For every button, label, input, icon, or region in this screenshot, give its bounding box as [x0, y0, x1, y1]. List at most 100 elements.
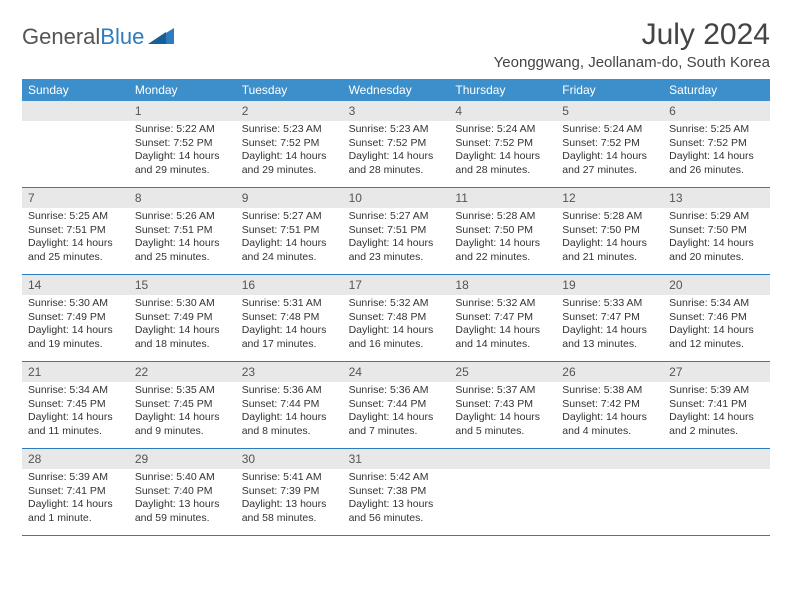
day-body: Sunrise: 5:26 AMSunset: 7:51 PMDaylight:… — [129, 208, 236, 269]
day-body: Sunrise: 5:32 AMSunset: 7:47 PMDaylight:… — [449, 295, 556, 356]
day-body: Sunrise: 5:28 AMSunset: 7:50 PMDaylight:… — [449, 208, 556, 269]
sunrise-text: Sunrise: 5:37 AM — [455, 384, 550, 398]
day-body: Sunrise: 5:23 AMSunset: 7:52 PMDaylight:… — [343, 121, 450, 182]
day-cell: 7Sunrise: 5:25 AMSunset: 7:51 PMDaylight… — [22, 188, 129, 274]
day-cell: 3Sunrise: 5:23 AMSunset: 7:52 PMDaylight… — [343, 101, 450, 187]
dow-sunday: Sunday — [22, 79, 129, 101]
sunrise-text: Sunrise: 5:39 AM — [669, 384, 764, 398]
sunset-text: Sunset: 7:51 PM — [349, 224, 444, 238]
day-cell: 24Sunrise: 5:36 AMSunset: 7:44 PMDayligh… — [343, 362, 450, 448]
day-number: 14 — [22, 275, 129, 295]
dow-friday: Friday — [556, 79, 663, 101]
sunset-text: Sunset: 7:39 PM — [242, 485, 337, 499]
sunset-text: Sunset: 7:45 PM — [28, 398, 123, 412]
daylight-text: Daylight: 14 hours and 17 minutes. — [242, 324, 337, 351]
day-number: 24 — [343, 362, 450, 382]
day-cell: 4Sunrise: 5:24 AMSunset: 7:52 PMDaylight… — [449, 101, 556, 187]
day-number: 26 — [556, 362, 663, 382]
daylight-text: Daylight: 14 hours and 25 minutes. — [28, 237, 123, 264]
sunrise-text: Sunrise: 5:22 AM — [135, 123, 230, 137]
sunrise-text: Sunrise: 5:42 AM — [349, 471, 444, 485]
daylight-text: Daylight: 14 hours and 28 minutes. — [455, 150, 550, 177]
sunrise-text: Sunrise: 5:36 AM — [242, 384, 337, 398]
daylight-text: Daylight: 13 hours and 59 minutes. — [135, 498, 230, 525]
week-row: 28Sunrise: 5:39 AMSunset: 7:41 PMDayligh… — [22, 449, 770, 536]
day-number: 21 — [22, 362, 129, 382]
sunrise-text: Sunrise: 5:33 AM — [562, 297, 657, 311]
day-body — [22, 121, 129, 127]
day-cell — [449, 449, 556, 535]
day-body: Sunrise: 5:27 AMSunset: 7:51 PMDaylight:… — [343, 208, 450, 269]
day-body: Sunrise: 5:28 AMSunset: 7:50 PMDaylight:… — [556, 208, 663, 269]
sunrise-text: Sunrise: 5:27 AM — [242, 210, 337, 224]
daylight-text: Daylight: 14 hours and 8 minutes. — [242, 411, 337, 438]
day-cell: 23 Sunrise: 5:36 AMSunset: 7:44 PMDayligh… — [236, 362, 343, 448]
day-cell: 14Sunrise: 5:30 AMSunset: 7:49 PMDayligh… — [22, 275, 129, 361]
sunrise-text: Sunrise: 5:28 AM — [455, 210, 550, 224]
sunset-text: Sunset: 7:52 PM — [349, 137, 444, 151]
day-body: Sunrise: 5:22 AMSunset: 7:52 PMDaylight:… — [129, 121, 236, 182]
day-cell: 31Sunrise: 5:42 AMSunset: 7:38 PMDayligh… — [343, 449, 450, 535]
daylight-text: Daylight: 14 hours and 28 minutes. — [349, 150, 444, 177]
day-cell: 2Sunrise: 5:23 AMSunset: 7:52 PMDaylight… — [236, 101, 343, 187]
day-number: 8 — [129, 188, 236, 208]
day-number: 29 — [129, 449, 236, 469]
day-cell: 28Sunrise: 5:39 AMSunset: 7:41 PMDayligh… — [22, 449, 129, 535]
daylight-text: Daylight: 14 hours and 22 minutes. — [455, 237, 550, 264]
title-block: July 2024 Yeonggwang, Jeollanam-do, Sout… — [494, 18, 770, 71]
sunrise-text: Sunrise: 5:24 AM — [455, 123, 550, 137]
day-cell: 11Sunrise: 5:28 AMSunset: 7:50 PMDayligh… — [449, 188, 556, 274]
week-row: 1Sunrise: 5:22 AMSunset: 7:52 PMDaylight… — [22, 101, 770, 188]
day-number: 9 — [236, 188, 343, 208]
sunset-text: Sunset: 7:43 PM — [455, 398, 550, 412]
day-number: 27 — [663, 362, 770, 382]
sunrise-text: Sunrise: 5:27 AM — [349, 210, 444, 224]
daylight-text: Daylight: 14 hours and 16 minutes. — [349, 324, 444, 351]
sunrise-text: Sunrise: 5:23 AM — [349, 123, 444, 137]
day-number: 16 — [236, 275, 343, 295]
sunrise-text: Sunrise: 5:24 AM — [562, 123, 657, 137]
day-number: 31 — [343, 449, 450, 469]
logo-text-2: Blue — [100, 24, 144, 50]
dow-saturday: Saturday — [663, 79, 770, 101]
week-row: 7Sunrise: 5:25 AMSunset: 7:51 PMDaylight… — [22, 188, 770, 275]
day-number — [449, 449, 556, 469]
daylight-text: Daylight: 14 hours and 23 minutes. — [349, 237, 444, 264]
day-body: Sunrise: 5:30 AMSunset: 7:49 PMDaylight:… — [129, 295, 236, 356]
day-body: Sunrise: 5:35 AMSunset: 7:45 PMDaylight:… — [129, 382, 236, 443]
daylight-text: Daylight: 14 hours and 14 minutes. — [455, 324, 550, 351]
day-cell: 20Sunrise: 5:34 AMSunset: 7:46 PMDayligh… — [663, 275, 770, 361]
day-number: 23 — [236, 362, 343, 382]
sunset-text: Sunset: 7:50 PM — [562, 224, 657, 238]
day-body: Sunrise: 5:34 AMSunset: 7:46 PMDaylight:… — [663, 295, 770, 356]
daylight-text: Daylight: 14 hours and 7 minutes. — [349, 411, 444, 438]
sunset-text: Sunset: 7:47 PM — [562, 311, 657, 325]
day-cell: 19Sunrise: 5:33 AMSunset: 7:47 PMDayligh… — [556, 275, 663, 361]
sunset-text: Sunset: 7:44 PM — [242, 398, 337, 412]
day-number: 25 — [449, 362, 556, 382]
day-cell: 12Sunrise: 5:28 AMSunset: 7:50 PMDayligh… — [556, 188, 663, 274]
daylight-text: Daylight: 14 hours and 18 minutes. — [135, 324, 230, 351]
day-number: 2 — [236, 101, 343, 121]
daylight-text: Daylight: 14 hours and 13 minutes. — [562, 324, 657, 351]
day-number: 6 — [663, 101, 770, 121]
day-body: Sunrise: 5:25 AMSunset: 7:52 PMDaylight:… — [663, 121, 770, 182]
daylight-text: Daylight: 14 hours and 4 minutes. — [562, 411, 657, 438]
sunset-text: Sunset: 7:47 PM — [455, 311, 550, 325]
logo-triangle-icon — [148, 24, 174, 50]
sunrise-text: Sunrise: 5:30 AM — [28, 297, 123, 311]
day-body: Sunrise: 5:25 AMSunset: 7:51 PMDaylight:… — [22, 208, 129, 269]
day-body: Sunrise: 5:30 AMSunset: 7:49 PMDaylight:… — [22, 295, 129, 356]
daylight-text: Daylight: 14 hours and 19 minutes. — [28, 324, 123, 351]
daylight-text: Daylight: 14 hours and 9 minutes. — [135, 411, 230, 438]
dow-thursday: Thursday — [449, 79, 556, 101]
day-cell: 26Sunrise: 5:38 AMSunset: 7:42 PMDayligh… — [556, 362, 663, 448]
day-number: 13 — [663, 188, 770, 208]
day-cell: 1Sunrise: 5:22 AMSunset: 7:52 PMDaylight… — [129, 101, 236, 187]
day-number: 22 — [129, 362, 236, 382]
day-body: Sunrise: 5:29 AMSunset: 7:50 PMDaylight:… — [663, 208, 770, 269]
daylight-text: Daylight: 14 hours and 21 minutes. — [562, 237, 657, 264]
day-cell: 10Sunrise: 5:27 AMSunset: 7:51 PMDayligh… — [343, 188, 450, 274]
weeks-container: 1Sunrise: 5:22 AMSunset: 7:52 PMDaylight… — [22, 101, 770, 536]
day-body: Sunrise: 5:39 AMSunset: 7:41 PMDaylight:… — [663, 382, 770, 443]
